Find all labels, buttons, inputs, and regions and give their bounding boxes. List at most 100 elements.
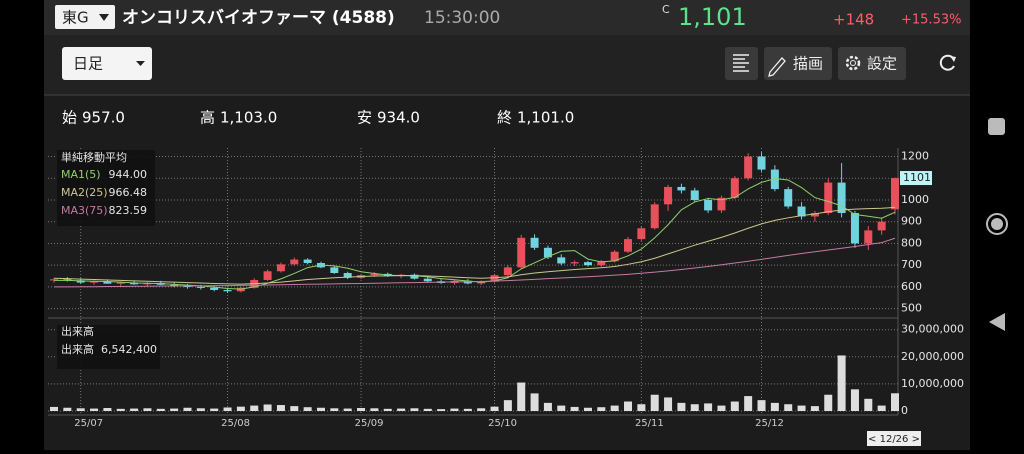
candle-body — [90, 281, 99, 283]
gear-icon — [845, 55, 861, 71]
plot — [48, 148, 899, 415]
candle-body — [330, 267, 339, 274]
volume-bar — [156, 408, 165, 411]
legend-entry: 出来高 — [61, 342, 94, 356]
candle-body — [183, 286, 192, 288]
volume-bar — [76, 408, 85, 411]
candle-body — [610, 251, 619, 262]
volume-bar — [50, 406, 58, 411]
ohlc-value: 934.0 — [377, 109, 420, 127]
volume-bar — [90, 408, 99, 411]
volume-bar — [263, 404, 272, 411]
candle-body — [263, 271, 272, 280]
volume-bar — [330, 408, 339, 411]
indicator-icon — [733, 54, 749, 72]
volume-bar — [891, 393, 899, 411]
candle-body — [664, 186, 673, 205]
volume-bar — [477, 408, 486, 411]
time: 15:30:00 — [424, 8, 500, 28]
volume-bar — [690, 404, 699, 411]
volume-bar — [757, 400, 766, 411]
volume-bar — [143, 408, 152, 411]
volume-bar — [103, 408, 112, 411]
settings-button[interactable] — [838, 47, 906, 80]
dropdown-arrow — [136, 61, 145, 66]
y-tick-label: 20,000,000 — [901, 350, 964, 363]
cursor-label: < 12/26 > — [868, 434, 920, 445]
candle-body — [290, 259, 299, 265]
candle-body — [170, 284, 179, 287]
x-tick-label: 25/07 — [74, 418, 103, 429]
candle-body — [877, 221, 886, 231]
legend-value: 6,542,400 — [101, 343, 157, 356]
candle-body — [196, 286, 205, 288]
volume-bar — [543, 402, 552, 411]
candle-body — [490, 275, 499, 282]
candle-body — [276, 264, 285, 272]
y-tick-label: 900 — [901, 215, 922, 228]
candle-body — [543, 247, 552, 258]
volume-bar — [570, 406, 579, 411]
x-tick-label: 25/11 — [635, 418, 664, 429]
ohlc-label: 始 — [62, 109, 77, 127]
y-tick-label: 0 — [901, 404, 908, 417]
x-tick-label: 25/10 — [488, 418, 517, 429]
candle-body — [530, 237, 539, 248]
volume-bar — [343, 408, 352, 411]
draw-button[interactable] — [764, 47, 832, 80]
candle-body — [570, 262, 579, 264]
ohlc-label: 安 — [357, 109, 372, 127]
candle-body — [864, 230, 873, 244]
candle-body — [557, 257, 566, 264]
gear-icon — [850, 60, 856, 66]
ohlc-label: 終 — [497, 109, 512, 127]
legend-value: 966.48 — [109, 186, 148, 199]
legend-entry: MA3(75) — [61, 204, 108, 217]
volume-bar — [864, 398, 873, 411]
candle-body — [517, 237, 526, 268]
volume-bar — [810, 406, 819, 411]
volume-bar — [250, 405, 259, 411]
candle-body — [784, 189, 793, 207]
volume-bar — [290, 406, 299, 411]
legend-title: 単純移動平均 — [61, 150, 127, 164]
change-pct: +15.53% — [901, 13, 961, 28]
volume-bar — [116, 408, 125, 411]
volume-bar — [664, 397, 673, 411]
candle-body — [837, 182, 846, 214]
candle-body — [690, 190, 699, 200]
volume-bar — [357, 408, 366, 411]
volume-bar — [490, 406, 499, 411]
candle-body — [810, 213, 819, 217]
volume-bar — [784, 404, 793, 411]
y-tick-label: 10,000,000 — [901, 377, 964, 390]
nav-back[interactable] — [989, 313, 1005, 331]
price: 1,101 — [678, 3, 747, 31]
volume-bar — [517, 382, 526, 411]
candle-body — [677, 186, 686, 191]
volume-bar — [557, 405, 566, 411]
candle-body — [210, 287, 219, 290]
y-tick-label: 800 — [901, 236, 922, 249]
volume-bar — [223, 407, 232, 411]
candle-body — [50, 279, 58, 281]
ma-line — [54, 237, 896, 288]
candle-body — [717, 197, 726, 211]
nav-recent[interactable] — [988, 118, 1005, 135]
candle-body — [597, 261, 606, 266]
refresh-icon[interactable] — [939, 54, 955, 71]
market-select[interactable] — [55, 5, 115, 29]
volume-bar — [624, 401, 633, 411]
candle-body — [704, 199, 713, 211]
nav-home[interactable] — [986, 213, 1008, 235]
ohlc-label: 高 — [200, 109, 215, 127]
period-select[interactable] — [62, 47, 152, 80]
volume-bar — [130, 408, 139, 411]
volume-bar — [303, 407, 312, 411]
volume-bar — [730, 401, 739, 411]
candle-body — [583, 262, 592, 266]
candle-body — [770, 169, 779, 190]
volume-bar — [196, 408, 205, 411]
